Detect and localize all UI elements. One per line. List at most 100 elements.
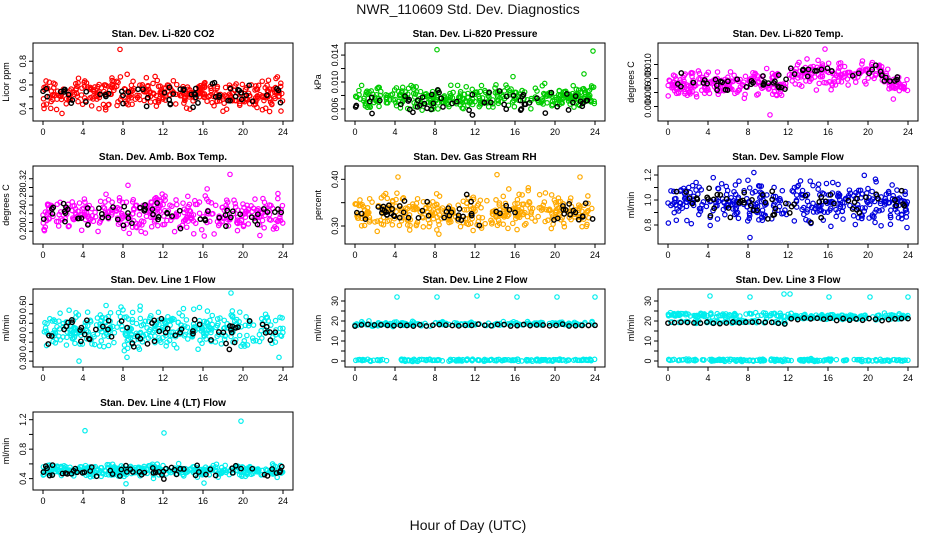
panel-9: Stan. Dev. Line 3 Flow ml/min 0 4 8 12 16 20 24 0… xyxy=(626,275,919,383)
data-point xyxy=(233,316,240,323)
data-point xyxy=(180,305,187,312)
data-point xyxy=(566,323,572,329)
data-point xyxy=(111,339,117,346)
data-point xyxy=(737,356,744,363)
data-point xyxy=(420,224,427,230)
data-point xyxy=(520,321,527,328)
data-point xyxy=(272,223,278,230)
y-tick-label: 20 xyxy=(330,316,340,326)
y-tick-label: 0.20 xyxy=(18,222,28,240)
data-point xyxy=(102,104,109,111)
data-point xyxy=(456,205,463,212)
data-point xyxy=(235,86,241,93)
data-point xyxy=(539,357,546,364)
data-point xyxy=(121,314,128,321)
data-point xyxy=(246,320,253,327)
data-point xyxy=(802,192,809,199)
data-point xyxy=(207,92,213,99)
data-point xyxy=(370,91,376,98)
y-tick-label: 0.4 xyxy=(18,102,28,115)
data-point xyxy=(463,83,470,90)
data-point xyxy=(503,202,510,209)
data-point xyxy=(211,102,217,109)
data-point xyxy=(141,207,148,214)
data-point xyxy=(407,222,413,229)
data-point xyxy=(267,337,274,344)
data-point xyxy=(40,88,46,95)
data-point xyxy=(123,480,129,487)
data-point xyxy=(758,214,765,221)
data-point xyxy=(488,217,494,224)
x-tick-label: 12 xyxy=(783,127,793,137)
data-point xyxy=(156,328,163,335)
x-tick-label: 8 xyxy=(745,373,750,383)
data-point xyxy=(91,341,98,348)
data-point xyxy=(186,207,193,214)
data-point xyxy=(44,465,50,472)
x-tick-label: 8 xyxy=(745,127,750,137)
data-point xyxy=(772,193,779,200)
data-point xyxy=(866,198,872,204)
y-tick-label: 0.006 xyxy=(330,98,340,121)
data-point xyxy=(197,337,203,344)
data-point xyxy=(879,317,885,324)
data-point xyxy=(405,214,412,221)
data-point xyxy=(540,322,547,328)
data-point xyxy=(553,209,559,216)
data-point xyxy=(549,101,556,108)
data-point xyxy=(57,88,64,95)
data-point xyxy=(266,329,273,336)
x-tick-label: 8 xyxy=(432,127,437,137)
data-point xyxy=(75,215,81,222)
data-point xyxy=(818,194,825,200)
data-point xyxy=(417,88,424,95)
data-point xyxy=(579,223,585,230)
data-point xyxy=(816,80,822,87)
data-point xyxy=(587,357,594,363)
data-point xyxy=(438,95,445,102)
data-point xyxy=(509,220,516,227)
data-point xyxy=(72,340,78,347)
x-tick-label: 24 xyxy=(590,127,600,137)
data-point xyxy=(396,214,403,221)
data-point xyxy=(866,357,872,364)
data-point xyxy=(157,337,163,343)
x-tick-label: 4 xyxy=(392,373,397,383)
data-point xyxy=(581,357,587,363)
data-point xyxy=(49,462,56,469)
data-point xyxy=(905,357,911,364)
data-point xyxy=(746,310,753,317)
x-tick-label: 24 xyxy=(903,127,913,137)
data-point xyxy=(238,343,244,349)
data-point xyxy=(789,187,796,194)
data-point xyxy=(180,200,186,206)
data-point xyxy=(166,84,173,91)
data-point xyxy=(277,325,283,332)
data-point xyxy=(898,187,905,194)
data-point xyxy=(358,222,365,229)
data-point xyxy=(88,103,95,109)
y-tick-label: 0.30 xyxy=(18,352,28,370)
data-point xyxy=(153,103,160,109)
data-point xyxy=(591,98,597,105)
data-point xyxy=(731,188,737,195)
data-point xyxy=(410,90,417,97)
data-point xyxy=(202,217,209,224)
data-point xyxy=(201,233,208,239)
data-point xyxy=(443,208,450,215)
data-point xyxy=(395,174,401,180)
data-point xyxy=(260,195,266,202)
data-point xyxy=(813,87,820,93)
data-point xyxy=(714,69,721,75)
data-point xyxy=(213,461,220,468)
data-point xyxy=(171,228,178,235)
data-point xyxy=(264,209,271,215)
data-point xyxy=(244,471,250,478)
x-tick-label: 8 xyxy=(120,373,125,383)
data-point xyxy=(446,97,453,103)
data-point xyxy=(396,222,403,229)
data-point xyxy=(77,341,83,347)
data-point xyxy=(787,65,794,72)
data-point xyxy=(869,188,875,195)
